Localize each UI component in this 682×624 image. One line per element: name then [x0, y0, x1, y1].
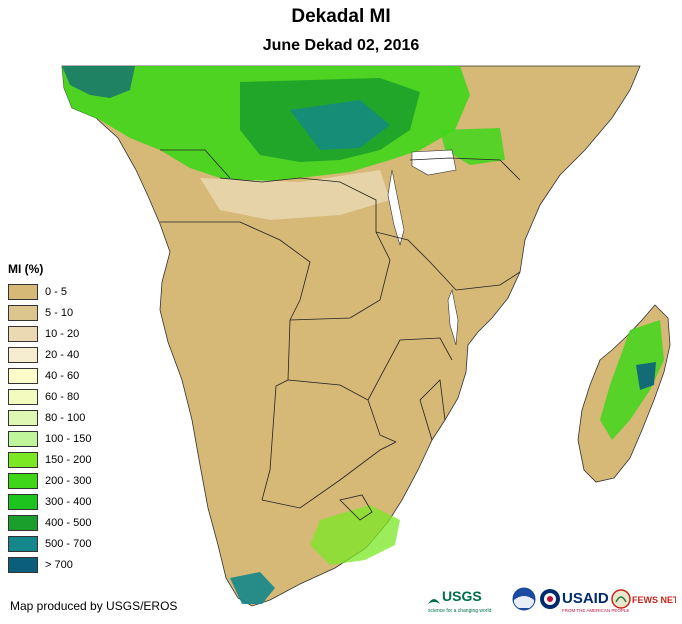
legend-swatch [8, 283, 38, 300]
legend-item: 500 - 700 [8, 533, 91, 554]
fewsnet-logo-text: FEWS NET [632, 595, 676, 605]
legend-item: 40 - 60 [8, 365, 91, 386]
legend-swatch [8, 535, 38, 552]
legend-label: 100 - 150 [45, 432, 92, 445]
legend-label: 300 - 400 [45, 495, 92, 508]
africa-landmass [61, 65, 641, 607]
legend-item: > 700 [8, 554, 91, 575]
dry-transition-belt [200, 170, 390, 220]
west-coast-wet-patch [62, 66, 135, 98]
map-subtitle: June Dekad 02, 2016 [262, 37, 420, 54]
legend-label: 0 - 5 [45, 285, 68, 298]
madagascar-wet-zone [600, 320, 664, 440]
legend-item: 150 - 200 [8, 449, 91, 470]
legend-title: MI (%) [8, 262, 44, 276]
legend-item: 100 - 150 [8, 428, 91, 449]
usaid-logo-icon: USAID FROM THE AMERICAN PEOPLE [540, 589, 629, 613]
south-east-wet-zone [310, 505, 400, 565]
lake-tanganyika [387, 169, 405, 247]
fewsnet-logo-icon: FEWS NET [611, 589, 676, 609]
map-credit: Map produced by USGS/EROS [10, 599, 178, 613]
legend-swatch [8, 304, 38, 321]
legend-swatch [8, 493, 38, 510]
legend-item: 0 - 5 [8, 281, 91, 302]
legend-swatch [8, 367, 38, 384]
legend-swatch [8, 472, 38, 489]
legend: MI (%) 0 - 5 5 - 10 10 - 20 20 - 40 40 -… [8, 262, 91, 575]
usaid-logo-text: USAID [562, 590, 609, 607]
legend-item: 400 - 500 [8, 512, 91, 533]
usgs-logo-text: USGS [442, 588, 482, 604]
legend-item: 10 - 20 [8, 323, 91, 344]
madagascar-very-wet-patch [636, 362, 656, 390]
legend-label: 5 - 10 [45, 306, 74, 319]
legend-item: 200 - 300 [8, 470, 91, 491]
legend-label: 150 - 200 [45, 453, 92, 466]
legend-label: 20 - 40 [45, 348, 80, 361]
legend-label: 10 - 20 [45, 327, 80, 340]
noaa-logo-icon [512, 587, 536, 611]
usgs-logo-icon: USGS science for a changing world [428, 588, 492, 614]
legend-swatch [8, 556, 38, 573]
legend-item: 80 - 100 [8, 407, 91, 428]
legend-label: 80 - 100 [45, 411, 86, 424]
map-title: Dekadal MI [291, 6, 391, 27]
legend-item: 300 - 400 [8, 491, 91, 512]
legend-label: 40 - 60 [45, 369, 80, 382]
agency-logos: USGS science for a changing world USAID … [428, 587, 676, 614]
legend-swatch [8, 325, 38, 342]
legend-label: 200 - 300 [45, 474, 92, 487]
legend-swatch [8, 409, 38, 426]
legend-item: 20 - 40 [8, 344, 91, 365]
legend-label: 60 - 80 [45, 390, 80, 403]
legend-item: 5 - 10 [8, 302, 91, 323]
legend-item: 60 - 80 [8, 386, 91, 407]
country-borders [160, 149, 521, 521]
lake-malawi [447, 288, 459, 346]
legend-label: 500 - 700 [45, 537, 92, 550]
lake-victoria [411, 149, 457, 176]
east-wet-patch [440, 128, 505, 165]
legend-swatch [8, 514, 38, 531]
usaid-tagline: FROM THE AMERICAN PEOPLE [562, 608, 629, 613]
legend-label: > 700 [45, 558, 73, 571]
legend-label: 400 - 500 [45, 516, 92, 529]
cape-wet-zone [230, 572, 275, 604]
usgs-tagline: science for a changing world [428, 608, 492, 614]
legend-swatch [8, 388, 38, 405]
legend-swatch [8, 430, 38, 447]
legend-swatch [8, 346, 38, 363]
central-wettest-zone [290, 100, 390, 150]
legend-swatch [8, 451, 38, 468]
